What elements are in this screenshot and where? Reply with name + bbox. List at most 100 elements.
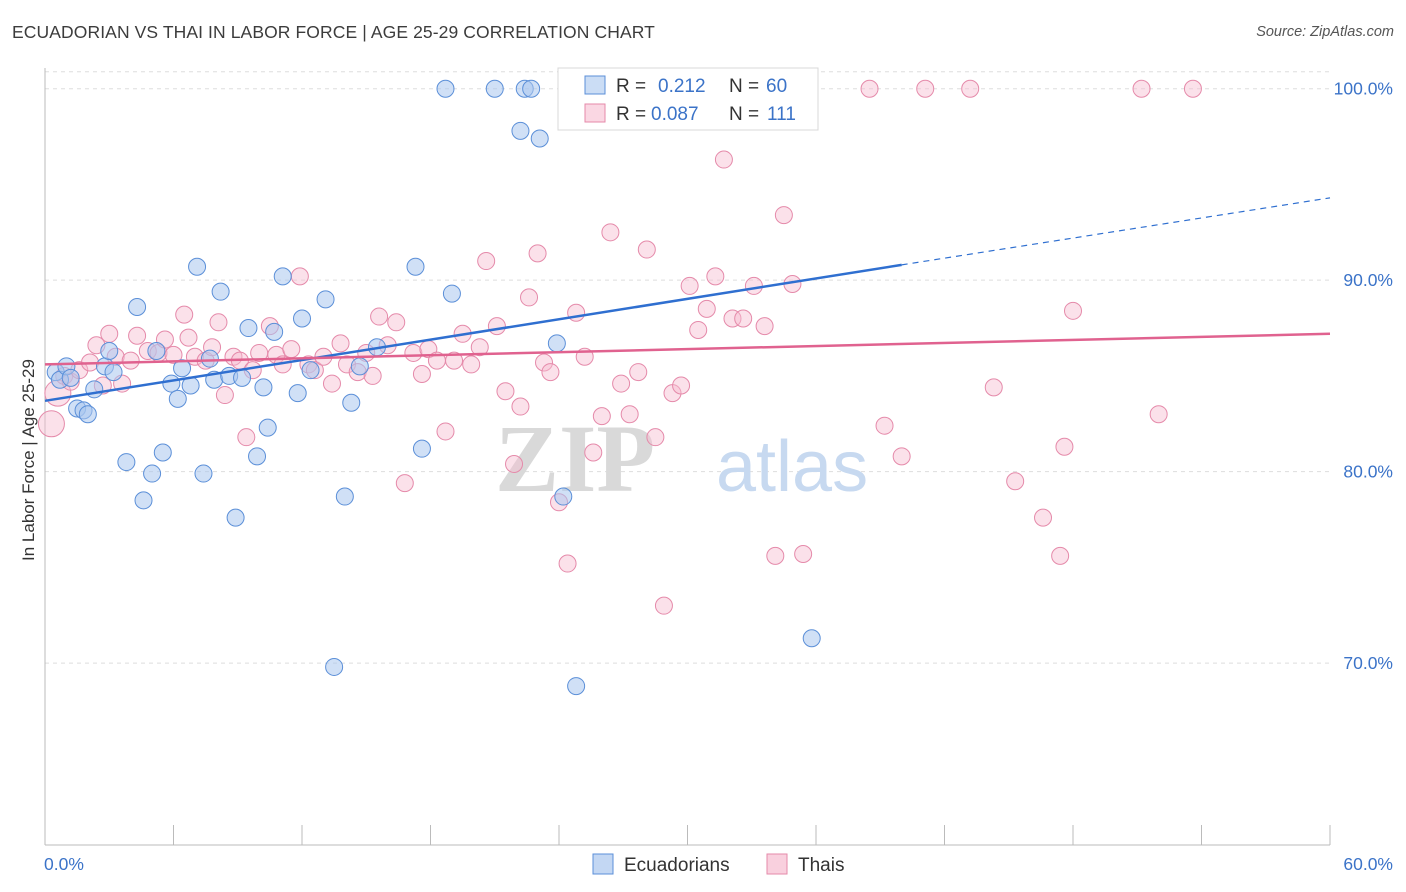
ecuadorians-point <box>350 357 369 376</box>
thais-point <box>121 351 140 370</box>
thais-point <box>496 382 515 401</box>
legend-n-value-0: 60 <box>766 76 787 97</box>
thais-point <box>794 544 813 563</box>
ecuadorians-point <box>104 363 123 382</box>
thais-point <box>714 150 733 169</box>
thais-point <box>961 79 980 98</box>
thais-point <box>215 386 234 405</box>
thais-point <box>445 351 464 370</box>
thais-point <box>237 428 256 447</box>
ecuadorians-point <box>211 282 230 301</box>
x-tick-label-min: 0.0% <box>44 854 84 874</box>
thais-point <box>412 365 431 383</box>
legend-r-value-0: 0.212 <box>658 76 706 97</box>
trend-lines <box>44 197 1331 403</box>
thais-point <box>370 307 389 326</box>
thais-point <box>892 447 911 466</box>
thais-trend-line <box>44 332 1331 366</box>
ecuadorians-point <box>547 334 566 353</box>
thais-point <box>179 328 198 347</box>
thais-point <box>520 288 539 307</box>
thais-point <box>734 309 753 328</box>
ecuadorians-point <box>436 79 455 98</box>
thais-point <box>680 276 699 295</box>
thais-point <box>620 405 639 424</box>
thais-point <box>646 428 665 447</box>
series-legend-label-thais: Thais <box>798 855 844 876</box>
ecuadorians-point <box>128 297 147 316</box>
thais-point <box>363 366 382 385</box>
ecuadorians-point <box>200 349 219 368</box>
thais-point <box>637 240 656 259</box>
ecuadorians-point <box>147 342 166 361</box>
legend-swatch-thais <box>584 103 606 123</box>
ecuadorians-point <box>316 290 335 309</box>
ecuadorians-point <box>335 487 354 506</box>
ecuadorians-point <box>194 464 213 483</box>
thais-point <box>1034 508 1053 527</box>
thais-point <box>723 309 742 328</box>
legend-n-label-0: N = <box>729 76 759 97</box>
thais-point <box>697 299 716 318</box>
ecuadorians-point <box>134 491 153 510</box>
thais-point <box>1132 79 1151 98</box>
chart-title: ECUADORIAN VS THAI IN LABOR FORCE | AGE … <box>12 22 655 42</box>
thais-point <box>100 324 119 343</box>
legend-r-value-1: 0.087 <box>651 104 699 125</box>
thais-point <box>601 223 620 242</box>
ecuadorians-point <box>412 439 431 458</box>
axes <box>44 68 1331 846</box>
source-credit: Source: ZipAtlas.com <box>1256 24 1394 40</box>
thais-point <box>175 305 194 324</box>
thais-point <box>528 244 547 263</box>
y-axis-label: In Labor Force | Age 25-29 <box>19 359 38 561</box>
thais-point <box>470 338 489 357</box>
thais-point <box>592 407 611 426</box>
ecuadorians-point <box>173 359 192 378</box>
ecuadorians-point <box>301 361 320 380</box>
ecuadorians-point <box>325 657 344 676</box>
thais-point <box>744 276 763 295</box>
ecuadorians-point <box>85 380 104 399</box>
ecuadorians-point <box>530 129 549 148</box>
thais-point <box>672 376 691 395</box>
thais-point <box>1183 79 1202 98</box>
ecuadorians-point <box>254 378 273 397</box>
thais-point <box>1051 546 1070 565</box>
thais-point <box>209 313 228 332</box>
thais-point <box>766 546 785 565</box>
ecuadorians-point <box>78 405 97 424</box>
thais-point <box>774 206 793 225</box>
series-legend-label-ecuadorians: Ecuadorians <box>624 855 730 876</box>
thais-point <box>1055 437 1074 456</box>
ecuadorians-point <box>406 257 425 276</box>
thais-point <box>984 378 1003 397</box>
thais-point <box>706 267 725 286</box>
ecuadorians-point <box>567 677 586 696</box>
thais-point <box>1149 405 1168 424</box>
thais-point <box>1006 472 1025 491</box>
thais-point <box>755 317 774 336</box>
series-legend: Ecuadorians Thais <box>592 853 844 876</box>
thais-point <box>404 343 423 362</box>
ecuadorians-trend-line <box>44 263 902 403</box>
ecuadorians-point <box>258 418 277 437</box>
thais-point <box>290 267 309 286</box>
ecuadorians-point <box>288 384 307 403</box>
ecuadorians-point <box>100 342 119 361</box>
series-legend-swatch-thais <box>766 853 788 875</box>
y-tick-label-100: 100.0% <box>1334 79 1393 99</box>
thais-point <box>282 340 301 359</box>
thais-point <box>860 79 879 98</box>
watermark: ZIP atlas <box>495 405 868 512</box>
thais-point <box>689 320 708 339</box>
thais-point <box>505 454 524 473</box>
thais-point <box>128 326 147 345</box>
thais-point <box>387 313 406 332</box>
thais-point <box>477 252 496 271</box>
thais-point <box>584 443 603 462</box>
y-tick-label-70: 70.0% <box>1343 653 1393 673</box>
legend-swatch-ecuadorians <box>584 75 606 95</box>
thais-point <box>331 334 350 353</box>
